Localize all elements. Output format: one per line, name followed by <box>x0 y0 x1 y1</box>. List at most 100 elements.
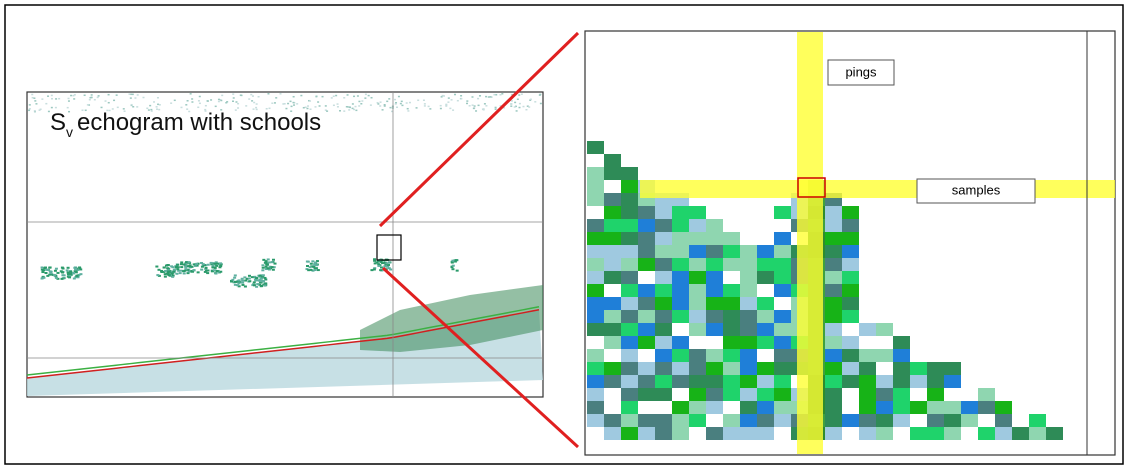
sample-cell <box>774 219 791 232</box>
noise <box>88 104 91 106</box>
school <box>387 261 391 264</box>
school <box>310 265 314 268</box>
sample-cell <box>689 245 706 258</box>
sample-cell <box>774 401 791 414</box>
sample-cell <box>706 219 723 232</box>
sample-cell <box>723 310 740 323</box>
school <box>172 271 176 274</box>
sample-cell <box>723 388 740 401</box>
sample-cell <box>910 349 927 362</box>
sample-cell <box>672 362 689 375</box>
school <box>209 261 213 264</box>
noise <box>376 101 379 104</box>
sample-cell <box>689 258 706 271</box>
school <box>383 265 387 268</box>
sample-cell <box>655 362 672 375</box>
school <box>182 263 186 266</box>
sample-cell <box>825 336 842 349</box>
school <box>69 270 73 273</box>
noise <box>170 102 173 104</box>
sample-cell <box>995 401 1012 414</box>
sample-cell <box>859 375 876 388</box>
noise <box>422 99 425 101</box>
sample-cell <box>825 414 842 427</box>
sample-cell <box>638 297 655 310</box>
sample-cell <box>621 375 638 388</box>
school <box>40 268 44 271</box>
school <box>50 273 54 276</box>
school <box>171 274 175 277</box>
noise <box>324 105 327 107</box>
sample-cell <box>638 427 655 440</box>
sample-cell <box>740 336 757 349</box>
sample-cell <box>604 414 621 427</box>
sample-cell <box>740 401 757 414</box>
noise <box>28 104 31 106</box>
noise <box>379 105 382 107</box>
school <box>243 276 247 279</box>
noise <box>485 105 488 107</box>
sample-cell <box>638 206 655 219</box>
sample-cell <box>638 232 655 245</box>
noise <box>198 95 201 98</box>
noise <box>400 100 403 103</box>
sample-cell <box>655 349 672 362</box>
noise <box>360 103 363 105</box>
noise <box>132 106 135 108</box>
school <box>164 269 168 272</box>
sample-cell <box>757 310 774 323</box>
sample-cell <box>689 349 706 362</box>
sample-cell <box>604 427 621 440</box>
sample-cell <box>638 388 655 401</box>
sample-cell <box>842 401 859 414</box>
sample-cell <box>638 258 655 271</box>
school <box>212 269 216 272</box>
school <box>247 274 251 277</box>
noise <box>123 110 126 112</box>
school <box>267 268 271 271</box>
sample-cell <box>672 388 689 401</box>
school <box>384 263 388 266</box>
school <box>389 268 393 271</box>
school <box>231 278 235 281</box>
noise <box>108 109 111 112</box>
school <box>240 277 244 280</box>
noise <box>235 101 238 103</box>
noise <box>351 103 354 105</box>
school <box>373 259 377 262</box>
sample-cell <box>757 427 774 440</box>
school <box>184 265 188 268</box>
seabed <box>27 309 543 396</box>
school <box>254 279 258 282</box>
sample-cell <box>774 284 791 297</box>
noise <box>381 109 384 111</box>
noise <box>35 103 38 105</box>
noise <box>450 99 453 101</box>
sample-cell <box>825 245 842 258</box>
sample-cell <box>672 245 689 258</box>
sample-cell <box>621 336 638 349</box>
sample-cell <box>910 427 927 440</box>
sample-cell <box>774 245 791 258</box>
school <box>162 270 166 273</box>
noise <box>396 106 399 109</box>
school <box>166 270 170 273</box>
sample-cell <box>876 427 893 440</box>
school <box>211 266 215 269</box>
school <box>78 267 82 270</box>
noise <box>456 99 459 102</box>
connector <box>381 266 580 449</box>
noise <box>356 95 359 97</box>
sample-cell <box>638 271 655 284</box>
sample-cell <box>740 284 757 297</box>
noise <box>347 106 350 108</box>
school <box>190 265 194 268</box>
sample-cell <box>655 401 672 414</box>
sample-cell <box>1046 427 1063 440</box>
sample-cell <box>859 362 876 375</box>
sample-cell <box>774 414 791 427</box>
sample-cell <box>723 232 740 245</box>
sample-cell <box>689 206 706 219</box>
noise <box>84 109 87 112</box>
sample-cell <box>842 323 859 336</box>
